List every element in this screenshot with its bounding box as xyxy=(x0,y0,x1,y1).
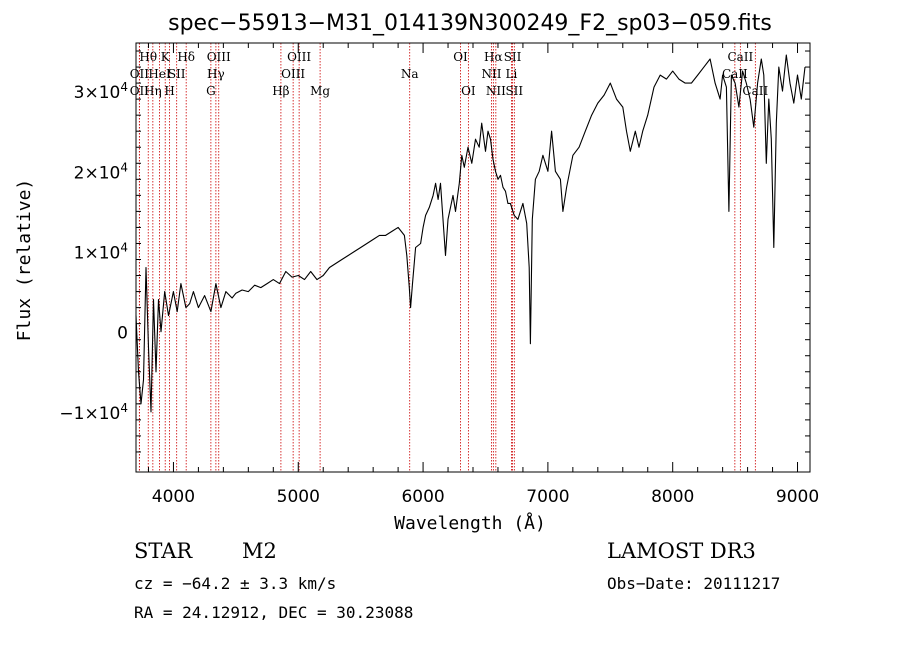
line-label-21: NII xyxy=(486,84,506,98)
y-tick-label: 1×104 xyxy=(74,240,128,263)
line-label-24: SII xyxy=(505,84,523,98)
line-label-11: OIII xyxy=(207,50,231,64)
line-label-22: Li xyxy=(506,67,518,81)
line-label-23: SII xyxy=(504,50,522,64)
line-label-26: CaII xyxy=(727,50,753,64)
x-tick-label: 6000 xyxy=(401,487,444,507)
line-label-6: H xyxy=(164,84,174,98)
spectrum-layer xyxy=(135,54,806,413)
line-label-4: HeI xyxy=(148,67,171,81)
x-tick-label: 8000 xyxy=(651,487,694,507)
line-label-0: OII xyxy=(130,67,150,81)
spectral-line-labels: OII OII Hθ Hη HeI K H SII Hδ G Hγ OIII Hβ OIII OIII Mg N… xyxy=(130,50,769,98)
y-axis-label: Flux (relative) xyxy=(14,179,35,342)
x-tick-label: 9000 xyxy=(776,487,819,507)
x-tick-label: 4000 xyxy=(152,487,195,507)
survey-name: LAMOST DR3 xyxy=(607,539,756,563)
y-tick-label: 0 xyxy=(117,324,128,344)
line-label-9: G xyxy=(206,84,216,98)
line-label-1: OII xyxy=(130,84,150,98)
observation-date: Obs−Date: 20111217 xyxy=(607,574,781,593)
line-label-20: Hα xyxy=(484,50,503,64)
y-tick-label: 3×104 xyxy=(74,80,128,103)
spectrum-line xyxy=(135,54,806,413)
line-label-15: Mg xyxy=(310,84,330,98)
plot-axes xyxy=(135,42,811,473)
line-label-12: Hβ xyxy=(272,84,289,98)
line-label-10: Hγ xyxy=(207,67,225,81)
line-label-16: Na xyxy=(401,67,419,81)
line-label-2: Hθ xyxy=(139,50,157,64)
x-axis-ticks: 4000 5000 6000 7000 8000 9000 xyxy=(147,43,819,507)
line-label-5: K xyxy=(161,50,171,64)
spectral-line-markers xyxy=(138,43,756,472)
x-tick-label: 7000 xyxy=(526,487,569,507)
object-class: STAR xyxy=(134,539,193,563)
plot-frame xyxy=(135,42,811,473)
line-label-25: CaII xyxy=(722,67,748,81)
redshift-value: cz = −64.2 ± 3.3 km/s xyxy=(134,574,337,593)
line-label-7: SII xyxy=(168,67,186,81)
x-tick-label: 5000 xyxy=(277,487,320,507)
coordinates: RA = 24.12912, DEC = 30.23088 xyxy=(134,603,414,622)
line-label-14: OIII xyxy=(287,50,311,64)
line-label-3: Hη xyxy=(144,84,162,98)
object-subclass: M2 xyxy=(242,539,277,563)
y-axis-ticks: −1×104 0 1×104 2×104 3×104 xyxy=(59,50,810,453)
line-label-13: OIII xyxy=(281,67,305,81)
chart-title: spec−55913−M31_014139N300249_F2_sp03−059… xyxy=(168,11,772,36)
y-tick-label: −1×104 xyxy=(59,401,128,424)
line-label-8: Hδ xyxy=(177,50,195,64)
line-label-17: OI xyxy=(453,50,468,64)
y-tick-label: 2×104 xyxy=(74,160,128,183)
x-axis-label: Wavelength (Å) xyxy=(394,512,546,534)
line-label-19: NII xyxy=(481,67,501,81)
line-label-18: OI xyxy=(461,84,476,98)
